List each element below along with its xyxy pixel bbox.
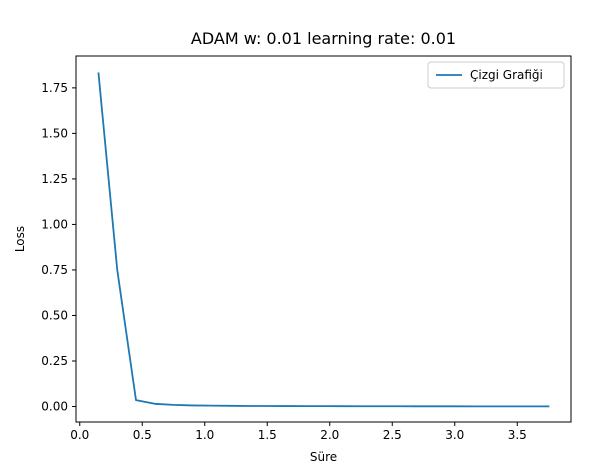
y-tick-label: 1.25 (41, 172, 68, 186)
x-tick-label: 1.5 (258, 428, 277, 442)
x-tick-label: 2.0 (320, 428, 339, 442)
legend-box (427, 61, 565, 89)
axes-frame (75, 55, 572, 423)
y-axis-ticks: 0.00 0.25 0.50 0.75 1.00 1.25 1.50 1.75 (41, 81, 76, 414)
x-axis-label: Süre (310, 450, 337, 464)
y-tick-label: 0.00 (41, 400, 68, 414)
legend-label: Çizgi Grafiği (470, 68, 543, 82)
x-tick-label: 0.5 (133, 428, 152, 442)
x-tick-label: 0.0 (70, 428, 89, 442)
y-tick-label: 1.00 (41, 217, 68, 231)
y-tick-label: 0.75 (41, 263, 68, 277)
x-tick-label: 1.0 (195, 428, 214, 442)
x-tick-label: 3.5 (508, 428, 527, 442)
y-axis-label: Loss (13, 226, 27, 252)
x-tick-label: 2.5 (383, 428, 402, 442)
chart-title: ADAM w: 0.01 learning rate: 0.01 (191, 29, 456, 48)
y-tick-label: 0.50 (41, 308, 68, 322)
y-tick-label: 0.25 (41, 354, 68, 368)
y-tick-label: 1.75 (41, 81, 68, 95)
legend: Çizgi Grafiği (427, 61, 565, 89)
x-tick-label: 3.0 (445, 428, 464, 442)
plot-area (75, 55, 572, 423)
y-tick-label: 1.50 (41, 126, 68, 140)
series-line-0 (97, 72, 550, 408)
x-axis-ticks: 0.0 0.5 1.0 1.5 2.0 2.5 3.0 3.5 (70, 422, 527, 442)
